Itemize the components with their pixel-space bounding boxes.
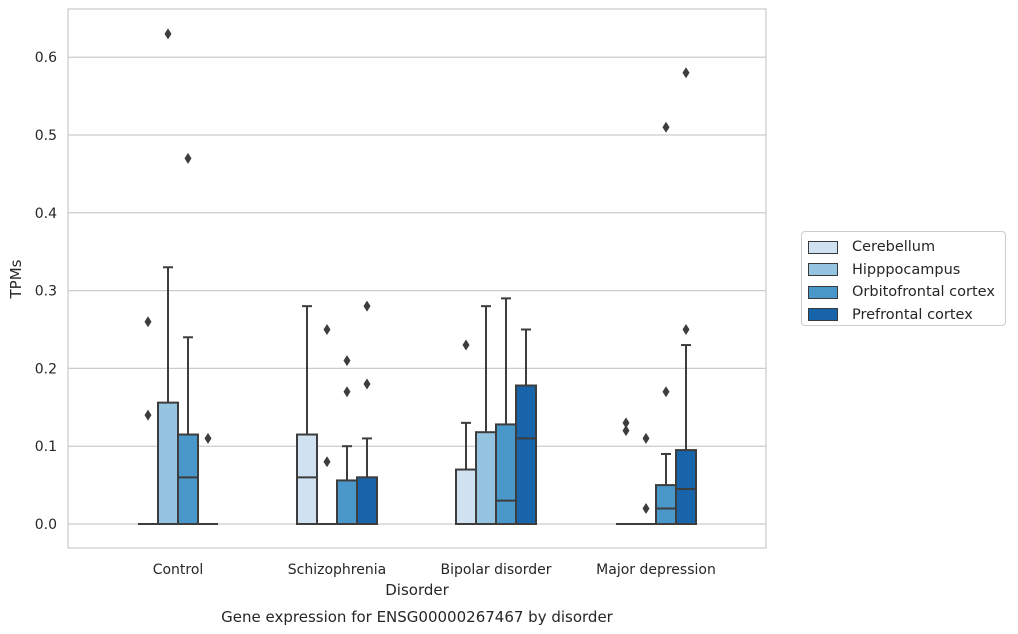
box-rect — [655, 484, 677, 526]
box-group — [138, 316, 158, 525]
box-group — [655, 121, 677, 526]
box-group — [455, 339, 477, 526]
x-axis-label: Disorder — [385, 581, 449, 599]
y-tick-label: 0.4 — [35, 206, 57, 222]
box-series — [138, 28, 697, 526]
outlier-point — [462, 339, 470, 351]
y-axis-label: TPMs — [7, 259, 25, 299]
outlier-point — [622, 417, 630, 429]
box-rect — [455, 468, 477, 526]
y-tick-label: 0.1 — [35, 439, 57, 455]
outlier-point — [662, 386, 670, 398]
box-rect — [515, 384, 537, 525]
outlier-point — [363, 300, 371, 312]
outlier-point — [682, 324, 690, 335]
legend-swatch — [808, 308, 838, 322]
legend-item: Orbitofrontal cortex — [802, 281, 1005, 304]
box-group — [636, 432, 656, 525]
outlier-point — [144, 409, 152, 421]
box-group — [296, 305, 318, 525]
x-tick-label: Bipolar disorder — [440, 562, 551, 578]
outlier-point — [642, 502, 650, 514]
box-rect — [296, 433, 318, 525]
plot-frame — [67, 8, 767, 549]
x-tick-label: Control — [153, 562, 204, 578]
outlier-point — [343, 355, 351, 367]
outlier-point — [323, 456, 331, 468]
box-rect — [157, 401, 179, 525]
legend-label: Orbitofrontal cortex — [852, 284, 995, 301]
y-tick-label: 0.2 — [35, 361, 57, 377]
outlier-point — [682, 67, 690, 79]
box-group — [356, 300, 378, 526]
box-group — [336, 355, 358, 526]
legend-swatch — [808, 263, 838, 277]
box-group — [475, 305, 497, 526]
legend-swatch — [808, 240, 838, 254]
legend-item: Hipppocampus — [802, 259, 1005, 282]
box-rect — [177, 433, 199, 525]
y-tick-label: 0.0 — [35, 517, 57, 533]
x-tick-label: Schizophrenia — [288, 562, 386, 578]
box-group — [198, 432, 218, 525]
outlier-point — [662, 121, 670, 133]
outlier-point — [323, 324, 331, 335]
outlier-point — [622, 425, 630, 437]
x-tick-label: Major depression — [596, 562, 716, 578]
outlier-point — [363, 378, 371, 390]
legend-item: Cerebellum — [802, 236, 1005, 259]
box-rect — [356, 476, 378, 526]
legend: Cerebellum Hipppocampus Orbitofrontal cort… — [801, 231, 1006, 326]
box-group — [616, 417, 636, 525]
box-group — [177, 152, 199, 525]
outlier-point — [164, 28, 172, 40]
box-group — [317, 324, 337, 525]
x-tick-labels: Control Schizophrenia Bipolar disorder Majo… — [153, 562, 716, 578]
legend-label: Prefrontal cortex — [852, 306, 973, 323]
box-group — [675, 67, 697, 525]
outlier-point — [144, 316, 152, 328]
box-group — [515, 328, 537, 525]
legend-label: Cerebellum — [852, 239, 936, 256]
box-rect — [495, 423, 517, 525]
outlier-point — [343, 386, 351, 398]
box-rect — [336, 479, 358, 526]
y-tick-label: 0.3 — [35, 284, 57, 300]
legend-swatch — [808, 285, 838, 299]
box-group — [157, 28, 179, 525]
box-rect — [675, 449, 697, 525]
chart-title: Gene expression for ENSG00000267467 by d… — [221, 608, 614, 626]
legend-label: Hipppocampus — [852, 261, 961, 278]
y-tick-labels: 0.0 0.1 0.2 0.3 0.4 0.5 0.6 — [35, 50, 57, 533]
box-rect — [475, 431, 497, 526]
outlier-point — [184, 152, 192, 164]
y-tick-label: 0.6 — [35, 50, 57, 66]
box-group — [495, 297, 517, 525]
legend-item: Prefrontal cortex — [802, 304, 1005, 327]
outlier-point — [642, 432, 650, 444]
y-tick-label: 0.5 — [35, 128, 57, 144]
outlier-point — [204, 432, 212, 444]
